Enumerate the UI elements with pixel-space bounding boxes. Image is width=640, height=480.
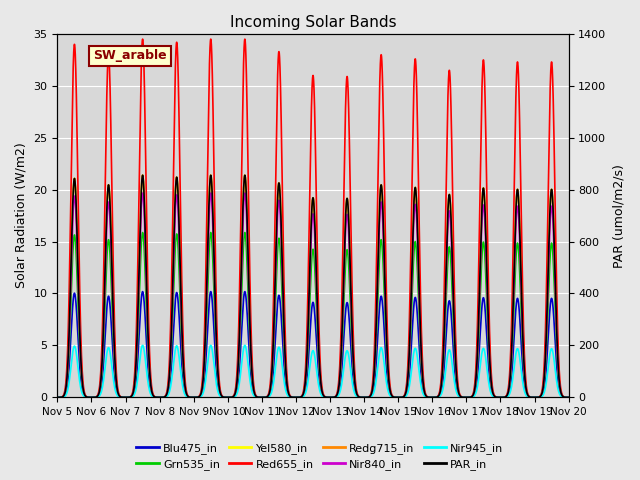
Grn535_in: [437, 386, 445, 392]
PAR_in: [437, 384, 445, 390]
Grn535_in: [457, 394, 465, 400]
Yel580_in: [269, 353, 276, 359]
PAR_in: [564, 395, 572, 400]
Blu475_in: [457, 394, 465, 400]
Red655_in: [54, 395, 61, 400]
Nir840_in: [139, 190, 147, 196]
Redg715_in: [457, 394, 465, 399]
Nir945_in: [437, 392, 445, 398]
Blu475_in: [255, 395, 262, 400]
Red655_in: [476, 206, 484, 212]
Line: Grn535_in: Grn535_in: [58, 232, 568, 397]
Nir945_in: [269, 385, 276, 391]
PAR_in: [255, 395, 262, 400]
PAR_in: [139, 172, 147, 178]
Red655_in: [255, 394, 262, 400]
Nir945_in: [564, 395, 572, 400]
Yel580_in: [54, 395, 61, 400]
PAR_in: [476, 277, 484, 283]
Nir840_in: [476, 287, 484, 293]
Red655_in: [462, 395, 470, 400]
Blu475_in: [437, 389, 445, 395]
Blu475_in: [269, 375, 276, 381]
Yel580_in: [255, 395, 262, 400]
Nir840_in: [255, 395, 262, 400]
Text: SW_arable: SW_arable: [93, 49, 167, 62]
Blu475_in: [476, 339, 484, 345]
Line: Yel580_in: Yel580_in: [58, 175, 568, 397]
Yel580_in: [564, 395, 572, 400]
Redg715_in: [564, 395, 572, 400]
Red655_in: [564, 395, 572, 400]
PAR_in: [269, 353, 276, 359]
Grn535_in: [255, 395, 262, 400]
Y-axis label: PAR (umol/m2/s): PAR (umol/m2/s): [612, 164, 625, 267]
Yel580_in: [457, 394, 465, 399]
Redg715_in: [269, 353, 276, 359]
Grn535_in: [269, 364, 276, 370]
Nir945_in: [462, 395, 470, 400]
PAR_in: [457, 394, 465, 399]
Redg715_in: [476, 277, 484, 283]
Line: Red655_in: Red655_in: [58, 39, 568, 397]
Redg715_in: [255, 395, 262, 400]
PAR_in: [54, 395, 61, 400]
Nir840_in: [457, 394, 465, 399]
Grn535_in: [54, 395, 61, 400]
Nir840_in: [462, 395, 470, 400]
Grn535_in: [139, 229, 147, 235]
Nir840_in: [437, 385, 445, 391]
Redg715_in: [462, 395, 470, 400]
Y-axis label: Solar Radiation (W/m2): Solar Radiation (W/m2): [15, 143, 28, 288]
Grn535_in: [564, 395, 572, 400]
Redg715_in: [437, 384, 445, 390]
Nir840_in: [54, 395, 61, 400]
Red655_in: [139, 36, 147, 42]
Redg715_in: [54, 395, 61, 400]
Nir945_in: [54, 395, 61, 400]
Blu475_in: [139, 289, 147, 295]
Yel580_in: [462, 395, 470, 400]
Red655_in: [437, 378, 445, 384]
Line: Nir840_in: Nir840_in: [58, 193, 568, 397]
Nir840_in: [269, 357, 276, 362]
Yel580_in: [476, 277, 484, 283]
Redg715_in: [139, 172, 147, 178]
Yel580_in: [437, 384, 445, 390]
Nir945_in: [139, 342, 147, 348]
Legend: Blu475_in, Grn535_in, Yel580_in, Red655_in, Redg715_in, Nir840_in, Nir945_in, PA: Blu475_in, Grn535_in, Yel580_in, Red655_…: [132, 438, 508, 474]
Line: Blu475_in: Blu475_in: [58, 292, 568, 397]
Grn535_in: [476, 308, 484, 313]
Red655_in: [269, 328, 276, 334]
Nir945_in: [457, 394, 465, 400]
Line: PAR_in: PAR_in: [58, 175, 568, 397]
Nir945_in: [255, 395, 262, 400]
PAR_in: [462, 395, 470, 400]
Red655_in: [457, 393, 465, 399]
Nir840_in: [564, 395, 572, 400]
Blu475_in: [564, 395, 572, 400]
Nir945_in: [476, 367, 484, 373]
Blu475_in: [462, 395, 470, 400]
Yel580_in: [139, 172, 147, 178]
Title: Incoming Solar Bands: Incoming Solar Bands: [230, 15, 396, 30]
Grn535_in: [462, 395, 470, 400]
Line: Redg715_in: Redg715_in: [58, 175, 568, 397]
Line: Nir945_in: Nir945_in: [58, 345, 568, 397]
Blu475_in: [54, 395, 61, 400]
